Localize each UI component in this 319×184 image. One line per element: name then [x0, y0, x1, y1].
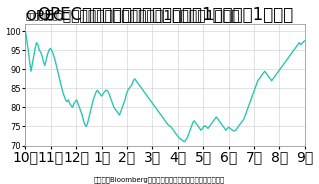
Text: （出所：Bloombergより住友商事グローバルリサーチ作成）: （出所：Bloombergより住友商事グローバルリサーチ作成） [94, 176, 225, 183]
Text: （ドル／バレル）: （ドル／バレル） [26, 12, 63, 21]
Title: OPECバスケット価格推移（過去1年・過去1か月）: OPECバスケット価格推移（過去1年・過去1か月） [37, 6, 293, 24]
Text: OPECバスケット価格推移（過去1年・過去1か月）: OPECバスケット価格推移（過去1年・過去1か月） [26, 8, 240, 23]
